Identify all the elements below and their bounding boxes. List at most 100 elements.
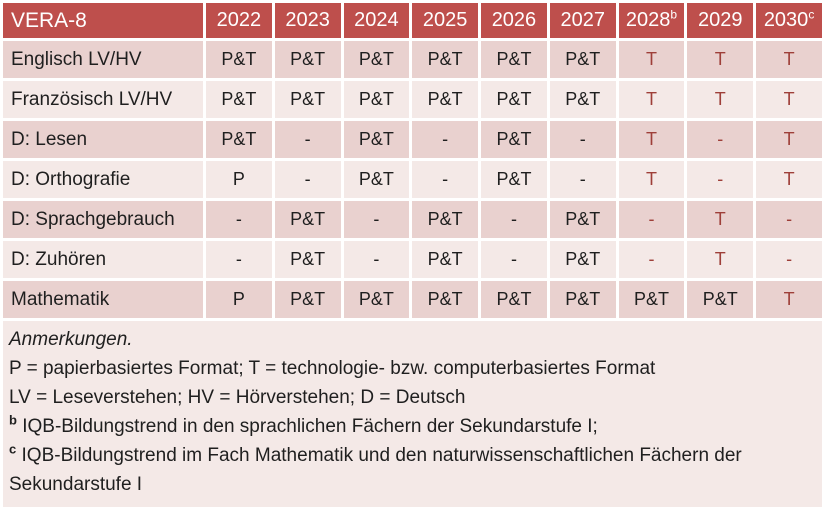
row-label: D: Sprachgebrauch [3,201,203,238]
format-cell: T [687,241,754,278]
format-cell: P&T [274,41,341,78]
row-label: D: Lesen [3,121,203,158]
format-cell: P [206,281,272,318]
format-cell: P&T [274,281,341,318]
format-cell: T [756,81,822,118]
format-cell: P&T [549,41,616,78]
format-cell: P&T [549,201,616,238]
format-cell: T [687,201,754,238]
format-cell: T [756,121,822,158]
format-cell: P&T [618,281,685,318]
format-cell: T [618,121,685,158]
format-cell: P&T [481,161,547,198]
format-cell: T [687,41,754,78]
row-label: Mathematik [3,281,203,318]
format-cell: - [343,241,410,278]
format-cell: - [618,201,685,238]
row-label: D: Zuhören [3,241,203,278]
format-cell: P&T [549,81,616,118]
format-cell: T [756,41,822,78]
table-title: VERA-8 [3,3,203,38]
format-cell: - [206,201,272,238]
note-footnote-c: c IQB-Bildungstrend im Fach Mathematik u… [9,441,812,499]
footnote-c-marker: c [9,441,17,457]
year-header: 2029 [687,3,754,38]
format-cell: T [618,81,685,118]
year-header: 2030c [756,3,822,38]
format-cell: P&T [206,41,272,78]
format-cell: P&T [549,281,616,318]
year-header: 2025 [412,3,479,38]
format-cell: - [274,161,341,198]
table-row: Mathematik P P&T P&T P&T P&T P&T P&T P&T T [3,281,822,318]
footnote-c-text: IQB-Bildungstrend im Fach Mathematik und… [9,445,742,495]
format-cell: P&T [343,161,410,198]
format-cell: P&T [481,121,547,158]
table-row: D: Sprachgebrauch - P&T - P&T - P&T - T - [3,201,822,238]
year-header: 2023 [274,3,341,38]
format-cell: - [343,201,410,238]
format-cell: - [756,241,822,278]
format-cell: P&T [274,241,341,278]
format-cell: - [412,161,479,198]
format-cell: - [481,241,547,278]
format-cell: - [274,121,341,158]
year-header: 2026 [481,3,547,38]
format-cell: P&T [343,41,410,78]
year-header: 2027 [549,3,616,38]
vera-8-table: VERA-8 2022 2023 2024 2025 2026 2027 2028b 2029… [3,3,822,318]
format-cell: - [549,161,616,198]
format-cell: T [618,161,685,198]
table-row: Französisch LV/HV P&T P&T P&T P&T P&T P&T T T T [3,81,822,118]
format-cell: P&T [343,121,410,158]
format-cell: P&T [481,81,547,118]
year-header: 2024 [343,3,410,38]
format-cell: T [756,161,822,198]
table-row: D: Zuhören - P&T - P&T - P&T - T - [3,241,822,278]
format-cell: P&T [687,281,754,318]
year-header: 2028b [618,3,685,38]
format-cell: P&T [412,81,479,118]
format-cell: P&T [206,81,272,118]
table-row: Englisch LV/HV P&T P&T P&T P&T P&T P&T T T T [3,41,822,78]
row-label: D: Orthografie [3,161,203,198]
notes-heading: Anmerkungen. [9,329,133,350]
format-cell: P&T [343,81,410,118]
format-cell: - [412,121,479,158]
header-row: VERA-8 2022 2023 2024 2025 2026 2027 2028b 2029… [3,3,822,38]
row-label: Englisch LV/HV [3,41,203,78]
format-cell: - [687,161,754,198]
format-cell: T [687,81,754,118]
vera-table-body: Englisch LV/HV P&T P&T P&T P&T P&T P&T T T T Franz… [3,41,822,318]
format-cell: - [481,201,547,238]
format-cell: - [687,121,754,158]
format-cell: T [618,41,685,78]
format-cell: P&T [206,121,272,158]
format-cell: T [756,281,822,318]
note-format-legend: P = papierbasiertes Format; T = technolo… [9,358,656,379]
format-cell: P&T [412,201,479,238]
footnote-b-text: IQB-Bildungstrend in den sprachlichen Fä… [22,416,598,437]
footnote-marker: c [808,7,815,22]
format-cell: P&T [481,41,547,78]
format-cell: P&T [274,201,341,238]
note-abbreviation-legend: LV = Leseverstehen; HV = Hörverstehen; D… [9,387,466,408]
format-cell: - [756,201,822,238]
format-cell: - [549,121,616,158]
format-cell: P&T [549,241,616,278]
notes-section: Anmerkungen. P = papierbasiertes Format;… [3,321,822,507]
row-label: Französisch LV/HV [3,81,203,118]
format-cell: P [206,161,272,198]
footnote-b-marker: b [9,412,17,428]
table-row: D: Orthografie P - P&T - P&T - T - T [3,161,822,198]
year-header: 2022 [206,3,272,38]
format-cell: P&T [412,281,479,318]
footnote-marker: b [670,7,678,22]
note-footnote-b: b IQB-Bildungstrend in den sprachlichen … [9,412,812,441]
format-cell: P&T [412,41,479,78]
format-cell: P&T [343,281,410,318]
format-cell: P&T [274,81,341,118]
format-cell: - [206,241,272,278]
format-cell: P&T [481,281,547,318]
format-cell: P&T [412,241,479,278]
